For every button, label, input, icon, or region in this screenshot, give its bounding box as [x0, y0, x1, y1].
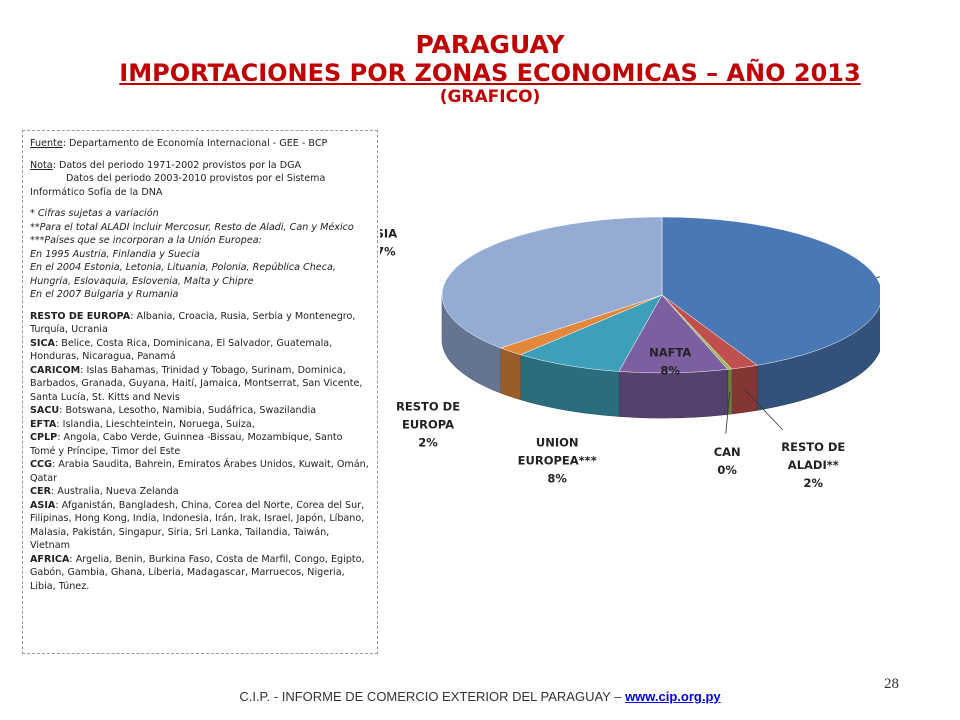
footnote-line: ***Países que se incorporan a la Unión E…	[30, 235, 262, 246]
page-title: PARAGUAY	[415, 30, 565, 59]
page-number: 28	[884, 676, 899, 692]
footnote-line: En 1995 Austria, Finlandia y Suecia	[30, 248, 200, 260]
pie-slice-unioneuropea	[519, 294, 663, 372]
group-countries: : Botswana, Lesotho, Namibia, Sudáfrica,…	[59, 405, 317, 416]
group-countries: : Islas Bahamas, Trinidad y Tobago, Suri…	[30, 364, 363, 403]
slice-name: UNION	[536, 435, 579, 449]
group-name: CER	[30, 486, 51, 497]
group-name: SACU	[30, 405, 60, 416]
group-entry: CCG: Arabia Saudita, Bahrein, Emiratos Á…	[30, 458, 370, 485]
slice-label: UNION EUROPEA*** 8%	[518, 435, 597, 485]
page-subtitle: IMPORTACIONES POR ZONAS ECONOMICAS – AÑO…	[119, 59, 861, 87]
source-label: Fuente	[30, 138, 63, 149]
group-entry: EFTA: Islandia, Lieschteintein, Noruega,…	[30, 418, 370, 432]
slice-label: RESTO DE ALADI** 2%	[781, 440, 845, 490]
group-countries: : Belice, Costa Rica, Dominicana, El Sal…	[30, 337, 333, 363]
pie-side-restodeeuropa	[500, 347, 521, 401]
slice-name: RESTO DE	[781, 440, 845, 454]
note-text: : Datos del periodo 1971-2002 provistos …	[52, 159, 302, 171]
footer: C.I.P. - INFORME DE COMERCIO EXTERIOR DE…	[0, 689, 960, 704]
pie-slice-nafta	[618, 294, 729, 374]
slice-name: ALADI**	[788, 458, 839, 472]
source-text: : Departamento de Economía Internacional…	[62, 138, 328, 149]
group-entry: CARICOM: Islas Bahamas, Trinidad y Tobag…	[30, 364, 370, 405]
group-entry: SACU: Botswana, Lesotho, Namibia, Sudáfr…	[30, 404, 370, 418]
slice-name: RESTO DE	[396, 399, 460, 413]
group-countries: : Australia, Nueva Zelanda	[50, 486, 179, 497]
pie-labels: MERCOSUR43%RESTO DEALADI**2%CAN0%NAFTA8%…	[380, 226, 880, 490]
notes-box: Fuente: Departamento de Economía Interna…	[22, 130, 378, 654]
pie-slices	[441, 216, 880, 374]
source-line: Fuente: Departamento de Economía Interna…	[30, 137, 370, 151]
group-name: RESTO DE EUROPA	[30, 310, 131, 322]
slice-percent: 37%	[380, 244, 396, 258]
note-line: Nota: Datos del periodo 1971-2002 provis…	[30, 159, 370, 173]
group-countries: : Argelia, Benin, Burkina Faso, Costa de…	[30, 553, 365, 592]
pie-side-restodealadi	[731, 364, 758, 415]
slice-percent: 8%	[660, 364, 680, 378]
note-text-3: Informático Sofía de la DNA	[30, 186, 163, 198]
group-name: CARICOM	[30, 364, 81, 376]
pie-slice-asia	[441, 216, 663, 349]
slice-name: EUROPEA***	[518, 453, 597, 467]
footnote-line: **Para el total ALADI incluir Mercosur, …	[30, 221, 354, 233]
group-name: CPLP	[30, 432, 58, 443]
leader-line	[876, 276, 880, 279]
pie-chart: MERCOSUR43%RESTO DEALADI**2%CAN0%NAFTA8%…	[380, 216, 880, 490]
country-groups-list: RESTO DE EUROPA: Albania, Croacia, Rusia…	[30, 310, 370, 594]
slice-name: ASIA	[380, 226, 397, 240]
slice-percent: 8%	[547, 471, 567, 485]
title-block: PARAGUAY IMPORTACIONES POR ZONAS ECONOMI…	[0, 30, 960, 108]
slice-percent: 0%	[717, 463, 737, 477]
group-countries: : Albania, Croacia, Rusia, Serbia y Mont…	[30, 310, 356, 336]
slice-name: NAFTA	[649, 346, 691, 360]
footer-link[interactable]: www.cip.org.py	[625, 689, 721, 704]
slice-label: NAFTA 8%	[649, 346, 691, 378]
leader-line	[744, 389, 783, 431]
group-name: ASIA	[30, 499, 56, 511]
slice-label: ASIA 37%	[380, 226, 397, 258]
group-countries: : Afganistán, Bangladesh, China, Corea d…	[30, 499, 365, 552]
group-name: AFRICA	[30, 553, 70, 565]
slice-label: RESTO DE EUROPA 2%	[396, 399, 460, 449]
note-text-2: Datos del periodo 2003-2010 provistos po…	[66, 173, 326, 184]
slice-percent: 2%	[418, 435, 438, 449]
page-subtitle-note: (GRAFICO)	[439, 87, 541, 107]
pie-sides	[441, 294, 880, 419]
group-entry: ASIA: Afganistán, Bangladesh, China, Cor…	[30, 499, 370, 553]
leader-line	[725, 391, 731, 434]
footnote-line: * Cifras sujetas a variación	[30, 208, 159, 219]
group-name: EFTA	[30, 418, 57, 430]
slice-name: CAN	[714, 445, 741, 459]
footer-text: C.I.P. - INFORME DE COMERCIO EXTERIOR DE…	[239, 689, 626, 704]
group-name: CCG	[30, 459, 52, 470]
group-entry: CPLP: Angola, Cabo Verde, Guinnea -Bissa…	[30, 431, 370, 458]
slice-name: EUROPA	[402, 417, 454, 431]
group-entry: AFRICA: Argelia, Benin, Burkina Faso, Co…	[30, 553, 370, 594]
group-entry: RESTO DE EUROPA: Albania, Croacia, Rusia…	[30, 310, 370, 337]
slice-percent: 2%	[804, 476, 824, 490]
group-countries: : Arabia Saudita, Bahrein, Emiratos Árab…	[30, 459, 369, 484]
footnote-line: En el 2007 Bulgaria y Rumania	[30, 289, 179, 300]
group-countries: : Islandia, Lieschteintein, Noruega, Sui…	[56, 418, 255, 430]
group-countries: : Angola, Cabo Verde, Guinnea -Bissau, M…	[30, 432, 343, 457]
group-entry: SICA: Belice, Costa Rica, Dominicana, El…	[30, 337, 370, 364]
group-entry: CER: Australia, Nueva Zelanda	[30, 485, 370, 499]
footnote-line: En el 2004 Estonia, Letonia, Lituania, P…	[30, 262, 336, 287]
group-name: SICA	[30, 337, 55, 349]
slice-label: CAN 0%	[714, 445, 741, 477]
note-label: Nota	[30, 159, 53, 171]
